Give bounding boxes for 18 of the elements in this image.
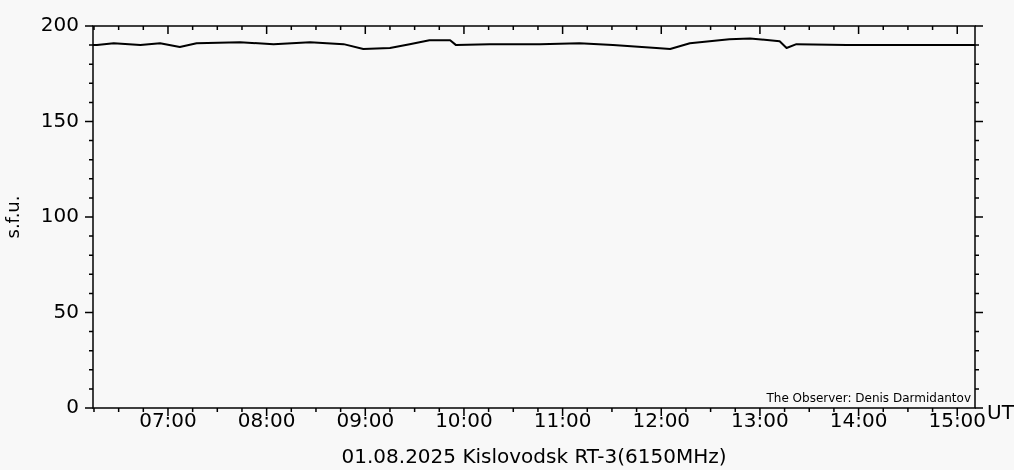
annotation: The Observer: Denis Darmidantov xyxy=(765,391,971,406)
x-tick-label: 12:00 xyxy=(632,408,691,433)
x-tick-label: 07:00 xyxy=(139,408,197,433)
y-tick-label: 150 xyxy=(40,107,79,132)
y-tick-label: 0 xyxy=(66,394,79,419)
y-tick-label: 200 xyxy=(40,12,79,37)
x-tick-label: 14:00 xyxy=(829,408,888,433)
x-tick-label: 11:00 xyxy=(533,408,592,433)
x-tick-label: 13:00 xyxy=(731,408,789,433)
x-tick-label: 09:00 xyxy=(336,408,395,433)
x-tick-label: 15:00 xyxy=(928,408,987,433)
y-tick-label: 50 xyxy=(53,298,79,323)
x-tick-label: 10:00 xyxy=(435,408,493,433)
text: UT xyxy=(987,400,1014,425)
y-tick-label: 100 xyxy=(40,203,79,228)
x-axis-title: 01.08.2025 Kislovodsk RT-3(6150MHz) xyxy=(341,444,727,469)
x-tick-label: 08:00 xyxy=(237,408,296,433)
y-axis-title: s.f.u. xyxy=(2,195,24,239)
